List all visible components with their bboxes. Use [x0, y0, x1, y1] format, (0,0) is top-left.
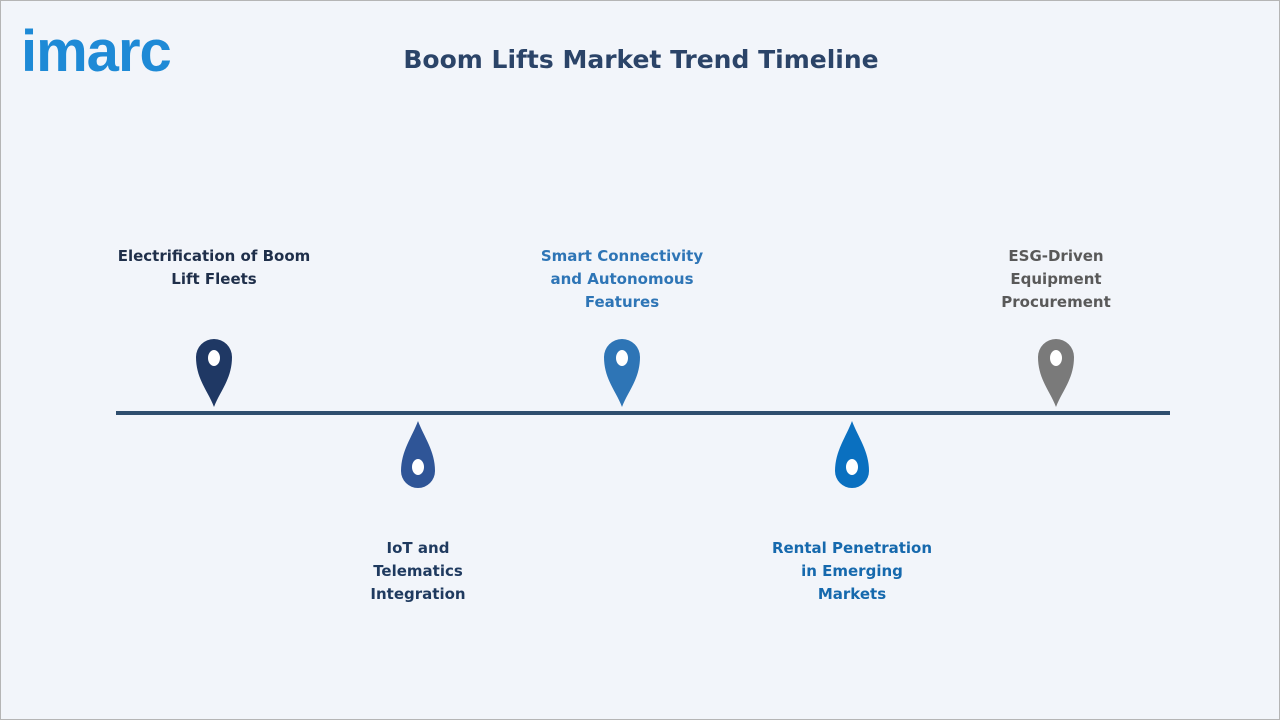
- logo: imarc: [21, 19, 172, 84]
- drop-hole: [412, 459, 424, 475]
- pin: [1038, 339, 1074, 407]
- milestone-label: Rental Penetration in Emerging Markets: [771, 539, 933, 603]
- pin-hole: [208, 350, 220, 366]
- title: Boom Lifts Market Trend Timeline: [403, 45, 879, 74]
- pin-hole: [616, 350, 628, 366]
- drop: [835, 421, 869, 488]
- pin: [196, 339, 232, 407]
- milestone-label: IoT and Telematics Integration: [370, 539, 466, 603]
- drop: [401, 421, 435, 488]
- milestone-label: ESG-Driven Equipment Procurement: [1001, 247, 1111, 311]
- milestone-label: Electrification of Boom Lift Fleets: [117, 247, 311, 288]
- pin: [604, 339, 640, 407]
- drop-hole: [846, 459, 858, 475]
- milestone-label: Smart Connectivity and Autonomous Featur…: [540, 247, 704, 311]
- pin-hole: [1050, 350, 1062, 366]
